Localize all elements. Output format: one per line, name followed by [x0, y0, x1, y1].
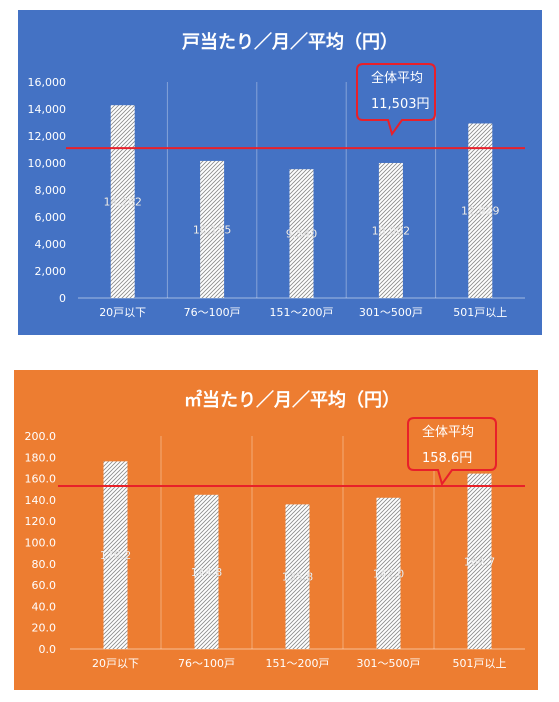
sqm-y-tick-label: 200.0 [25, 430, 57, 443]
chart-per-unit-canvas: 戸当たり／月／平均（円） 0 2,000 4,000 6,000 8,000 10,000 1… [18, 10, 542, 335]
sqm-data-label: 135.8 [282, 571, 314, 584]
unit-x-tick-label: 501戸以上 [453, 306, 507, 319]
sqm-data-label: 142.0 [373, 567, 405, 580]
unit-y-tick-label: 10,000 [28, 157, 67, 170]
unit-bar [110, 105, 135, 299]
unit-data-label: 12,929 [461, 205, 500, 218]
sqm-data-label: 164.7 [464, 555, 496, 568]
sqm-data-label: 176.2 [100, 549, 132, 562]
sqm-callout-value: 158.6円 [422, 451, 472, 466]
sqm-y-tick-label: 100.0 [25, 537, 57, 550]
unit-y-tick-label: 12,000 [28, 130, 67, 143]
unit-bar [200, 160, 225, 298]
unit-y-tick-label: 16,000 [28, 76, 67, 89]
unit-data-label: 9,540 [286, 228, 318, 241]
unit-data-label: 10,155 [193, 223, 232, 236]
sqm-y-tick-label: 160.0 [25, 473, 57, 486]
unit-average-callout [356, 63, 436, 137]
sqm-bar [376, 497, 401, 649]
unit-y-tick-label: 14,000 [28, 103, 67, 116]
sqm-callout-title: 全体平均 [422, 424, 474, 440]
sqm-bar [103, 461, 128, 649]
sqm-data-label: 144.8 [191, 566, 223, 579]
sqm-y-tick-label: 60.0 [32, 579, 57, 592]
sqm-y-tick-label: 20.0 [32, 622, 57, 635]
sqm-y-tick-label: 120.0 [25, 515, 57, 528]
sqm-y-tick-label: 180.0 [25, 451, 57, 464]
sqm-x-tick-label: 301～500戸 [357, 657, 421, 670]
unit-x-tick-label: 20戸以下 [99, 306, 146, 319]
chart-per-unit: 戸当たり／月／平均（円） 0 2,000 4,000 6,000 8,000 10,000 1… [0, 0, 559, 340]
sqm-y-tick-label: 40.0 [32, 600, 57, 613]
unit-y-tick-label: 4,000 [35, 238, 67, 251]
unit-y-tick-label: 8,000 [35, 184, 67, 197]
unit-data-label: 10,002 [372, 224, 411, 237]
unit-y-tick-label: 0 [59, 292, 66, 305]
unit-callout-value: 11,503円 [371, 97, 430, 112]
unit-chart-background [18, 10, 542, 335]
unit-data-label: 14,282 [103, 196, 142, 209]
chart-per-sqm-canvas: ㎡当たり／月／平均（円） 0.0 20.0 40.0 60.0 80.0 100.0 120.… [14, 370, 538, 690]
unit-x-tick-label: 301～500戸 [359, 306, 423, 319]
sqm-x-tick-label: 501戸以上 [453, 657, 507, 670]
unit-x-tick-label: 76～100戸 [184, 306, 241, 319]
sqm-y-tick-label: 140.0 [25, 494, 57, 507]
unit-y-tick-label: 6,000 [35, 211, 67, 224]
unit-x-tick-label: 151～200戸 [270, 306, 334, 319]
sqm-chart-title: ㎡当たり／月／平均（円） [184, 389, 400, 411]
sqm-y-tick-label: 0.0 [39, 643, 57, 656]
unit-bar [289, 169, 314, 298]
sqm-bar [194, 494, 219, 649]
unit-y-tick-label: 2,000 [35, 265, 67, 278]
unit-bar [468, 123, 493, 298]
sqm-bar [285, 504, 310, 649]
sqm-x-tick-label: 151～200戸 [266, 657, 330, 670]
sqm-x-tick-label: 76～100戸 [178, 657, 235, 670]
sqm-bar [467, 473, 492, 649]
sqm-average-callout [407, 417, 497, 487]
unit-callout-title: 全体平均 [371, 70, 423, 86]
sqm-x-tick-label: 20戸以下 [92, 657, 139, 670]
unit-chart-title: 戸当たり／月／平均（円） [182, 31, 398, 53]
sqm-y-tick-label: 80.0 [32, 558, 57, 571]
chart-per-sqm: ㎡当たり／月／平均（円） 0.0 20.0 40.0 60.0 80.0 100.0 120.… [0, 366, 559, 696]
unit-bar [378, 162, 403, 298]
